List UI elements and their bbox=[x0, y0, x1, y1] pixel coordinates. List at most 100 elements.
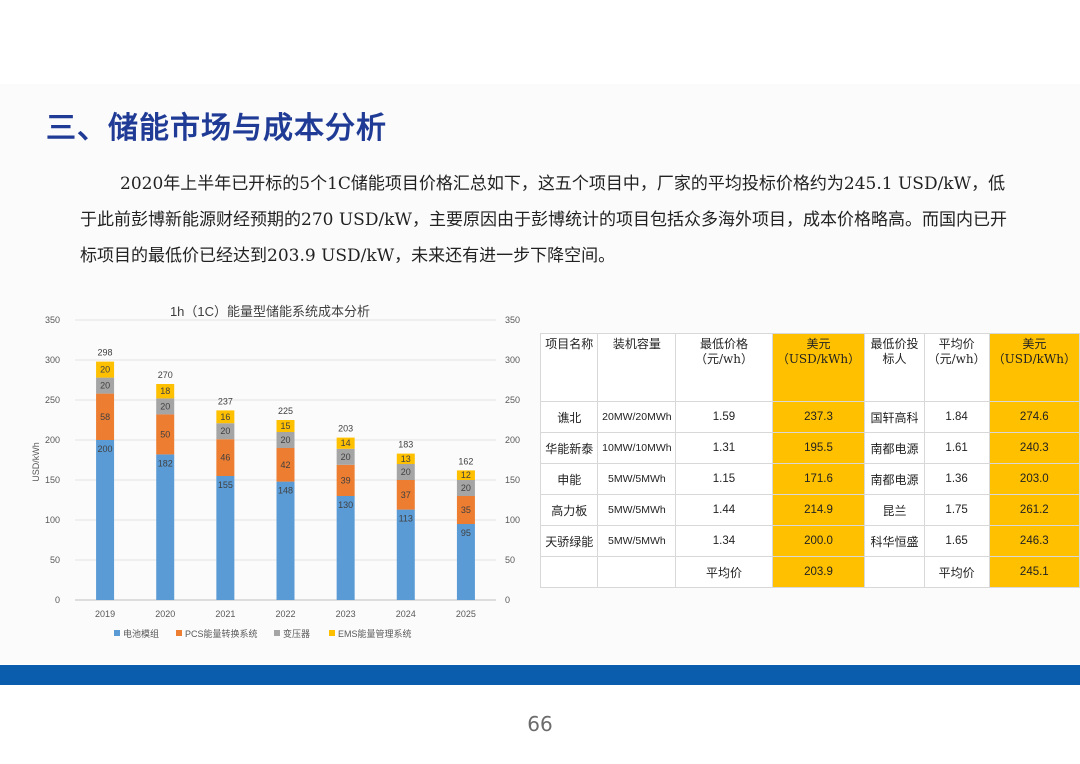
y2-tick-label: 150 bbox=[505, 475, 520, 485]
data-label: 148 bbox=[278, 486, 293, 496]
header-cell: 美元（USD/kWh） bbox=[988, 333, 1080, 402]
table-cell: 1.59 bbox=[675, 401, 773, 433]
header-cell: 最低价投标人 bbox=[864, 333, 925, 402]
table-cell bbox=[539, 556, 599, 588]
legend-swatch bbox=[176, 630, 182, 636]
bar-segment bbox=[276, 420, 295, 432]
bar-segment bbox=[96, 377, 115, 394]
data-label: 20 bbox=[220, 426, 230, 436]
data-label: 12 bbox=[461, 470, 471, 480]
total-label: 183 bbox=[398, 440, 413, 450]
table-row: 高力板 5MW/5MWh 1.44 214.9 昆兰 1.75 261.2 bbox=[539, 494, 1080, 526]
table-cell: 1.36 bbox=[923, 463, 990, 495]
data-label: 18 bbox=[160, 386, 170, 396]
data-label: 37 bbox=[401, 490, 411, 500]
header-cell: 美元（USD/kWh） bbox=[771, 333, 866, 402]
data-label: 13 bbox=[401, 454, 411, 464]
intro-paragraph: 2020年上半年已开标的5个1C储能项目价格汇总如下，这五个项目中，厂家的平均投… bbox=[80, 174, 1007, 266]
table-cell: 5MW/5MWh bbox=[597, 463, 677, 495]
bar-segment bbox=[156, 384, 175, 399]
legend-swatch bbox=[114, 630, 120, 636]
bar-segment bbox=[96, 440, 115, 600]
y2-tick-label: 350 bbox=[505, 315, 520, 325]
header-cell: 平均价（元/wh） bbox=[923, 333, 990, 402]
y2-tick-label: 50 bbox=[505, 555, 515, 565]
y-tick-label: 150 bbox=[45, 475, 60, 485]
data-label: 113 bbox=[399, 514, 413, 524]
table-cell: 南都电源 bbox=[864, 463, 925, 495]
y-axis-label: USD/kWh bbox=[31, 442, 41, 482]
bar-segment bbox=[336, 448, 355, 465]
data-label: 20 bbox=[280, 435, 290, 445]
table-cell bbox=[864, 556, 925, 588]
table-cell bbox=[597, 556, 677, 588]
data-label: 20 bbox=[341, 452, 351, 462]
table-cell: 5MW/5MWh bbox=[597, 494, 677, 526]
bar-segment bbox=[156, 454, 175, 600]
table-cell: 科华恒盛 bbox=[864, 525, 925, 557]
table-cell: 1.75 bbox=[923, 494, 990, 526]
chart-title: 1h（1C）能量型储能系统成本分析 bbox=[170, 304, 370, 319]
bar-segment bbox=[276, 432, 295, 448]
header-cell: 装机容量 bbox=[597, 333, 677, 402]
top-band bbox=[0, 0, 1080, 84]
header-cell: 最低价格（元/wh） bbox=[675, 333, 773, 402]
data-label: 58 bbox=[100, 412, 110, 422]
table-cell: 200.0 bbox=[771, 525, 866, 557]
table-cell: 1.34 bbox=[675, 525, 773, 557]
bar-segment bbox=[396, 480, 415, 510]
data-label: 20 bbox=[160, 401, 170, 411]
total-label: 162 bbox=[458, 456, 473, 466]
total-label: 225 bbox=[278, 406, 293, 416]
y-tick-label: 300 bbox=[45, 355, 60, 365]
table-cell: 203.0 bbox=[988, 463, 1080, 495]
table-cell: 5MW/5MWh bbox=[597, 525, 677, 557]
table-cell: 195.5 bbox=[771, 432, 866, 464]
data-label: 42 bbox=[280, 460, 290, 470]
bar-segment bbox=[456, 470, 475, 480]
table-cell: 20MW/20MWh bbox=[597, 401, 677, 433]
table-cell: 国轩高科 bbox=[864, 401, 925, 433]
x-tick-label: 2020 bbox=[155, 609, 175, 619]
page-title: 三、储能市场与成本分析 bbox=[46, 111, 387, 146]
table-cell: 华能新泰 bbox=[539, 432, 599, 464]
legend-swatch bbox=[329, 630, 335, 636]
bar-segment bbox=[396, 464, 415, 480]
table-cell: 10MW/10MWh bbox=[597, 432, 677, 464]
table-cell: 1.31 bbox=[675, 432, 773, 464]
data-label: 20 bbox=[100, 381, 110, 391]
bar-segment bbox=[456, 524, 475, 600]
y-tick-label: 100 bbox=[45, 515, 60, 525]
total-label: 203 bbox=[338, 424, 353, 434]
table-average-row: 平均价 203.9 平均价 245.1 bbox=[539, 556, 1080, 588]
y-tick-label: 250 bbox=[45, 395, 60, 405]
data-label: 155 bbox=[218, 480, 233, 490]
data-label: 50 bbox=[160, 429, 170, 439]
bar-segment bbox=[276, 481, 295, 600]
data-label: 20 bbox=[401, 467, 411, 477]
x-tick-label: 2019 bbox=[95, 609, 115, 619]
x-tick-label: 2023 bbox=[336, 609, 356, 619]
legend-label: PCS能量转换系统 bbox=[185, 628, 258, 639]
data-label: 14 bbox=[341, 438, 351, 448]
bar-segment bbox=[216, 439, 235, 476]
x-tick-label: 2025 bbox=[456, 609, 476, 619]
data-label: 35 bbox=[461, 505, 471, 515]
bar-segment bbox=[336, 437, 355, 449]
average-label: 平均价 bbox=[923, 556, 990, 588]
footer-bar bbox=[0, 665, 1080, 685]
table-cell: 1.65 bbox=[923, 525, 990, 557]
bar-segment bbox=[336, 464, 355, 496]
bar-segment bbox=[216, 423, 235, 440]
y2-tick-label: 0 bbox=[505, 595, 510, 605]
bar-segment bbox=[156, 398, 175, 415]
y-tick-label: 0 bbox=[55, 595, 60, 605]
table-cell: 274.6 bbox=[988, 401, 1080, 433]
table-cell: 1.61 bbox=[923, 432, 990, 464]
data-label: 39 bbox=[341, 475, 351, 485]
table-cell: 高力板 bbox=[539, 494, 599, 526]
bar-segment bbox=[396, 453, 415, 464]
table-row: 谯北 20MW/20MWh 1.59 237.3 国轩高科 1.84 274.6 bbox=[539, 401, 1080, 433]
legend-label: 变压器 bbox=[283, 628, 310, 639]
table-cell: 昆兰 bbox=[864, 494, 925, 526]
